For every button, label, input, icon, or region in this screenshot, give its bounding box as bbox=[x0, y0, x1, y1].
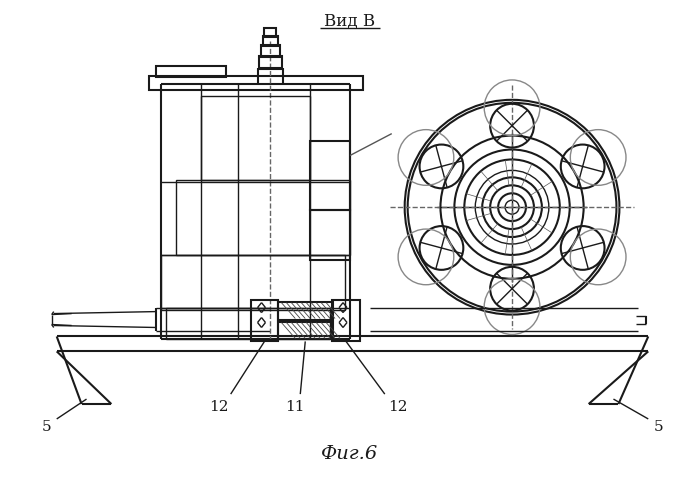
Text: 12: 12 bbox=[388, 400, 408, 414]
Bar bbox=[332, 300, 360, 341]
Bar bbox=[156, 66, 226, 77]
Text: Вид В: Вид В bbox=[324, 13, 375, 30]
Bar bbox=[259, 56, 282, 69]
Bar bbox=[201, 96, 310, 180]
Text: 12: 12 bbox=[209, 400, 229, 414]
Text: 5: 5 bbox=[42, 420, 52, 434]
Bar bbox=[176, 180, 350, 255]
Text: 11: 11 bbox=[286, 400, 305, 414]
Bar bbox=[310, 141, 350, 210]
Text: 5: 5 bbox=[654, 420, 663, 434]
Bar bbox=[278, 301, 333, 320]
Bar bbox=[263, 36, 278, 46]
Bar bbox=[161, 255, 345, 310]
Bar bbox=[261, 45, 280, 57]
Text: Фиг.6: Фиг.6 bbox=[322, 445, 379, 463]
Bar bbox=[264, 28, 276, 37]
Bar bbox=[166, 308, 330, 339]
Bar bbox=[310, 210, 350, 260]
Bar bbox=[250, 300, 278, 341]
Bar bbox=[149, 76, 363, 90]
Bar bbox=[278, 322, 333, 339]
